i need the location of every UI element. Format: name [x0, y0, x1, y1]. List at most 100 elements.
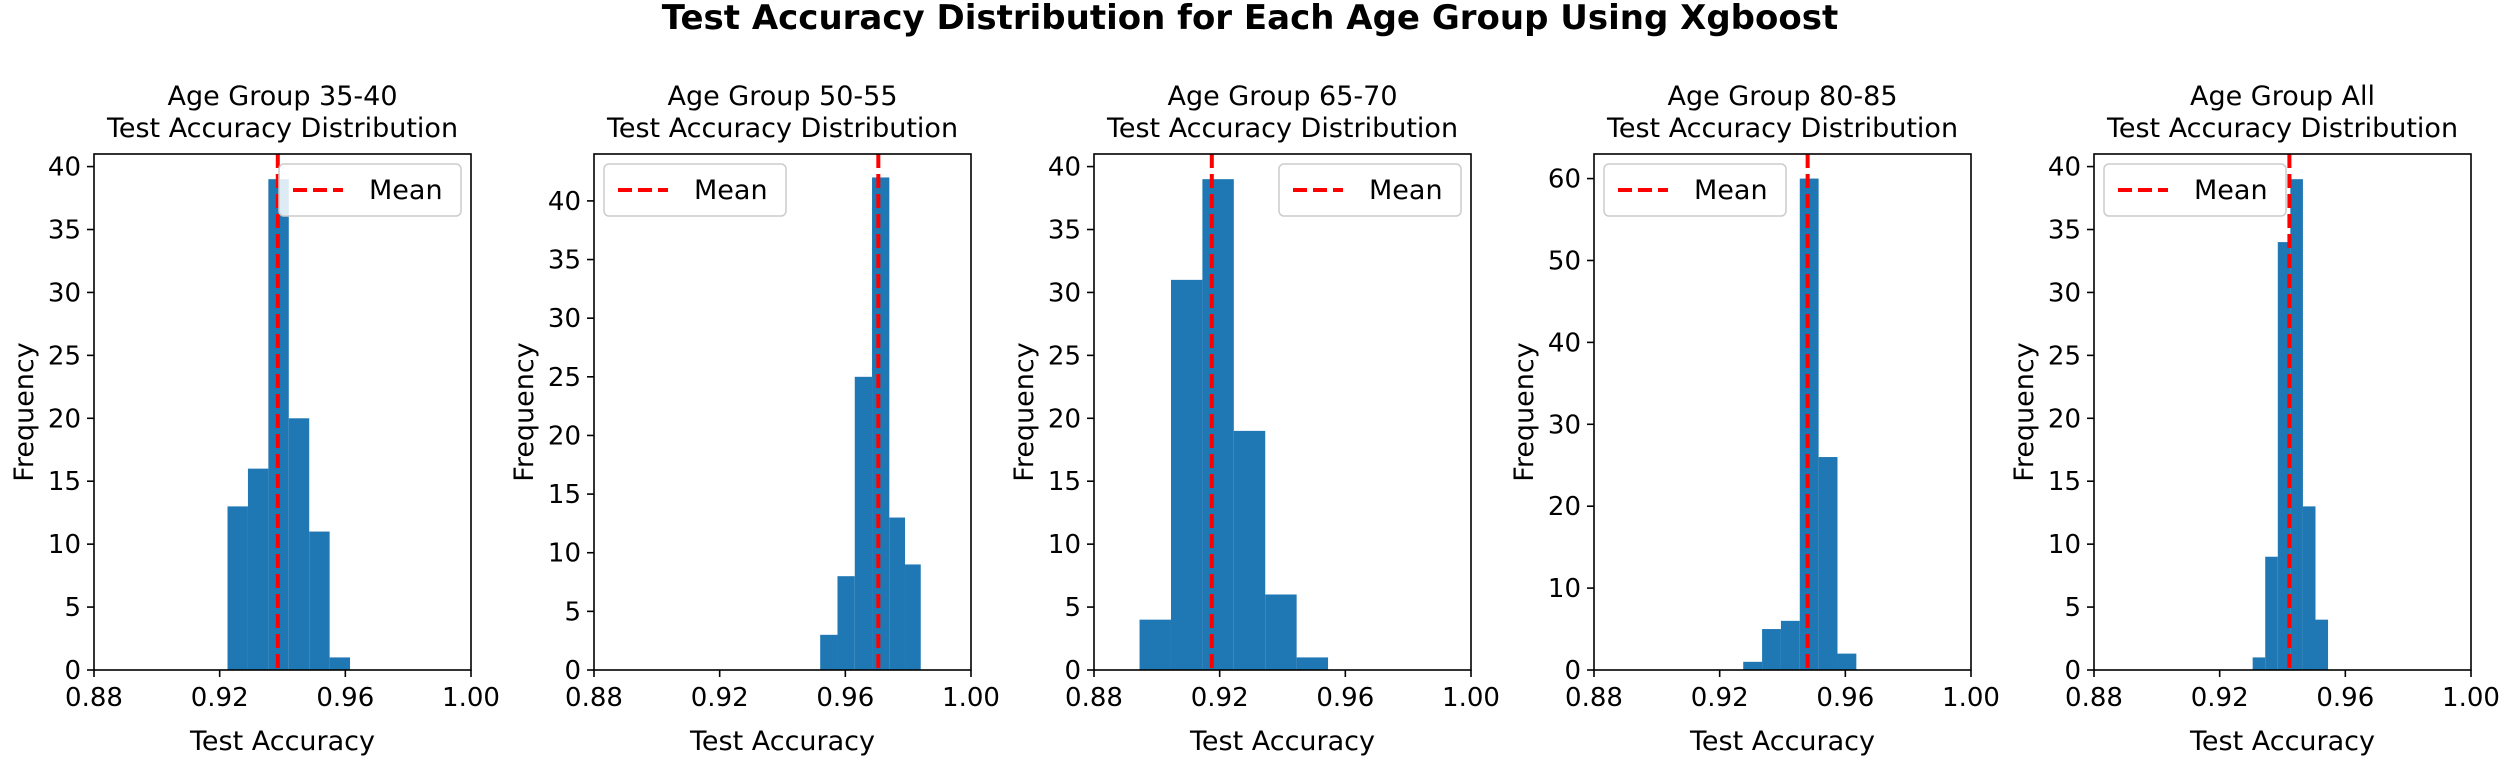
- y-axis-label: Frequency: [9, 342, 40, 482]
- legend-label: Mean: [694, 175, 768, 206]
- y-tick-label: 40: [548, 187, 581, 217]
- x-axis-label: Test Accuracy: [2189, 726, 2375, 757]
- y-tick-label: 30: [2048, 278, 2081, 308]
- legend: Mean: [1603, 163, 1787, 217]
- legend-label: Mean: [2194, 175, 2268, 206]
- histogram-bar: [247, 468, 269, 670]
- x-tick-label: 0.96: [2316, 683, 2374, 713]
- legend-box: [603, 163, 787, 217]
- x-axis-label: Test Accuracy: [689, 726, 875, 757]
- x-tick-label: 1.00: [2442, 683, 2500, 713]
- histogram-bar: [1202, 179, 1234, 671]
- histogram-bar: [2315, 619, 2329, 670]
- x-axis-label: Test Accuracy: [1189, 726, 1375, 757]
- x-tick-label: 0.88: [1565, 683, 1623, 713]
- legend-box: [278, 163, 462, 217]
- histogram-bar: [889, 517, 906, 670]
- legend-box: [1278, 163, 1462, 217]
- x-tick-label: 1.00: [1442, 683, 1500, 713]
- y-axis-label: Frequency: [509, 342, 540, 482]
- y-tick-label: 20: [1548, 492, 1581, 522]
- histogram-bar: [837, 576, 855, 670]
- y-tick-label: 30: [1048, 278, 1081, 308]
- x-tick-label: 0.88: [1065, 683, 1123, 713]
- y-tick-label: 60: [1548, 165, 1581, 195]
- x-tick-label: 0.88: [65, 683, 123, 713]
- histogram-bar: [2290, 179, 2303, 671]
- histogram-bar: [1837, 653, 1857, 670]
- y-tick-label: 25: [2048, 341, 2081, 371]
- y-tick-label: 0: [2064, 656, 2081, 686]
- panel-subtitle: Test Accuracy Distribution: [606, 113, 958, 144]
- y-tick-label: 50: [1548, 246, 1581, 276]
- y-tick-label: 35: [48, 216, 81, 246]
- y-tick-label: 40: [1548, 328, 1581, 358]
- axes-frame: [1593, 153, 1972, 671]
- y-tick-label: 25: [48, 341, 81, 371]
- y-tick-label: 10: [2048, 530, 2081, 560]
- y-axis-label: Frequency: [2009, 342, 2040, 482]
- y-tick-label: 35: [2048, 216, 2081, 246]
- x-tick-label: 0.96: [816, 683, 874, 713]
- legend-box: [2103, 163, 2287, 217]
- y-tick-label: 30: [1548, 410, 1581, 440]
- y-axis-label: Frequency: [1009, 342, 1040, 482]
- y-tick-label: 0: [564, 656, 581, 686]
- histogram-bar: [309, 531, 330, 670]
- x-tick-label: 1.00: [442, 683, 500, 713]
- histogram-bar: [329, 657, 351, 670]
- y-tick-label: 20: [48, 404, 81, 434]
- x-axis-label: Test Accuracy: [189, 726, 375, 757]
- panel-title: Age Group 65-70: [1167, 81, 1397, 112]
- y-tick-label: 15: [48, 467, 81, 497]
- histogram-bar: [1818, 457, 1838, 670]
- histogram-bar: [2277, 242, 2291, 670]
- legend-label: Mean: [1694, 175, 1768, 206]
- y-tick-label: 5: [2064, 593, 2081, 623]
- axes-frame: [593, 153, 972, 671]
- legend-label: Mean: [1369, 175, 1443, 206]
- x-tick-label: 1.00: [1942, 683, 2000, 713]
- panel-subtitle: Test Accuracy Distribution: [106, 113, 458, 144]
- legend: Mean: [278, 163, 462, 217]
- legend: Mean: [603, 163, 787, 217]
- y-tick-label: 30: [48, 278, 81, 308]
- axes-frame: [93, 153, 472, 671]
- y-tick-label: 40: [48, 153, 81, 183]
- x-tick-label: 0.92: [691, 683, 749, 713]
- y-tick-label: 35: [1048, 216, 1081, 246]
- x-tick-label: 0.88: [2065, 683, 2123, 713]
- y-tick-label: 0: [64, 656, 81, 686]
- histogram-bar: [905, 564, 921, 670]
- x-tick-label: 0.96: [1316, 683, 1374, 713]
- panel-title: Age Group 50-55: [667, 81, 897, 112]
- panel-title: Age Group 80-85: [1667, 81, 1897, 112]
- x-axis-label: Test Accuracy: [1689, 726, 1875, 757]
- y-tick-label: 5: [64, 593, 81, 623]
- y-tick-label: 25: [1048, 341, 1081, 371]
- histogram-bar: [872, 177, 890, 671]
- histogram-bar: [820, 634, 838, 670]
- legend: Mean: [1278, 163, 1462, 217]
- legend-label: Mean: [369, 175, 443, 206]
- y-tick-label: 5: [564, 597, 581, 627]
- histogram-bar: [854, 376, 873, 670]
- y-tick-label: 0: [1564, 656, 1581, 686]
- y-tick-label: 40: [2048, 153, 2081, 183]
- histogram-bar: [1233, 430, 1266, 670]
- y-tick-label: 10: [1048, 530, 1081, 560]
- histogram-bar: [288, 418, 310, 670]
- panel-subtitle: Test Accuracy Distribution: [1606, 113, 1958, 144]
- y-tick-label: 20: [548, 421, 581, 451]
- y-tick-label: 20: [1048, 404, 1081, 434]
- y-tick-label: 10: [1548, 574, 1581, 604]
- y-tick-label: 40: [1048, 153, 1081, 183]
- y-tick-label: 10: [48, 530, 81, 560]
- x-tick-label: 0.92: [1191, 683, 1249, 713]
- y-tick-label: 15: [2048, 467, 2081, 497]
- histogram-bar: [1780, 620, 1800, 670]
